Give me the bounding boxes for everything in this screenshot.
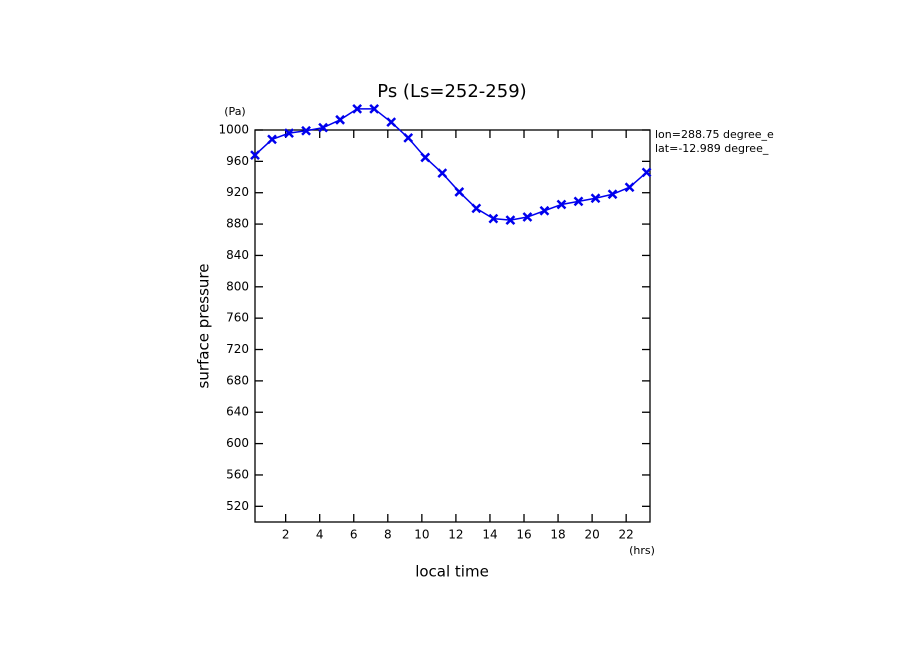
x-tick-label: 12 [448, 528, 463, 542]
y-tick-label: 920 [226, 185, 249, 199]
x-tick-label: 20 [584, 528, 599, 542]
marker [624, 182, 635, 193]
x-tick-label: 10 [414, 528, 429, 542]
y-unit: (Pa) [224, 105, 245, 118]
marker [505, 215, 516, 226]
x-tick-label: 16 [516, 528, 531, 542]
y-tick-label: 680 [226, 373, 249, 387]
line [254, 108, 648, 221]
y-tick-label: 840 [226, 248, 249, 262]
marker [641, 167, 652, 178]
plot-frame [254, 129, 651, 523]
marker [318, 122, 328, 133]
marker [250, 150, 260, 160]
marker [590, 193, 601, 204]
marker [539, 205, 550, 216]
x-tick-label: 6 [350, 528, 358, 542]
marker [522, 212, 533, 222]
y-tick-label: 520 [226, 499, 249, 513]
marker [573, 196, 584, 207]
marker [607, 189, 618, 200]
marker [352, 103, 363, 114]
marker [556, 199, 567, 210]
y-tick-label: 960 [226, 154, 249, 168]
marker [386, 117, 397, 128]
x-axis-label: local time [415, 563, 489, 581]
x-tick-label: 22 [619, 528, 634, 542]
marker [488, 213, 499, 224]
x-tick-label: 8 [384, 528, 392, 542]
y-tick-label: 880 [226, 217, 249, 231]
marker [471, 203, 482, 214]
x-tick-label: 2 [282, 528, 290, 542]
marker [420, 152, 431, 163]
y-tick-label: 1000 [218, 123, 249, 137]
y-tick-label: 560 [226, 467, 249, 481]
marker [284, 128, 294, 139]
marker [335, 114, 346, 125]
marker [403, 132, 414, 143]
x-unit: (hrs) [629, 544, 655, 557]
x-tick-label: 14 [482, 528, 497, 542]
marker [454, 187, 465, 197]
y-tick-label: 720 [226, 342, 249, 356]
x-tick-label: 18 [550, 528, 565, 542]
y-tick-label: 640 [226, 405, 249, 419]
y-axis-label: surface pressure [195, 264, 213, 389]
annotation: lon=288.75 degree_e [655, 128, 774, 141]
marker [267, 134, 277, 145]
marker [369, 103, 380, 114]
y-tick-label: 760 [226, 311, 249, 325]
y-tick-label: 600 [226, 436, 249, 450]
annotation: lat=-12.989 degree_ [655, 142, 769, 155]
chart-title: Ps (Ls=252-259) [377, 81, 526, 102]
y-tick-label: 800 [226, 279, 249, 293]
x-tick-label: 4 [316, 528, 324, 542]
marker [301, 125, 311, 136]
marker [437, 168, 448, 179]
